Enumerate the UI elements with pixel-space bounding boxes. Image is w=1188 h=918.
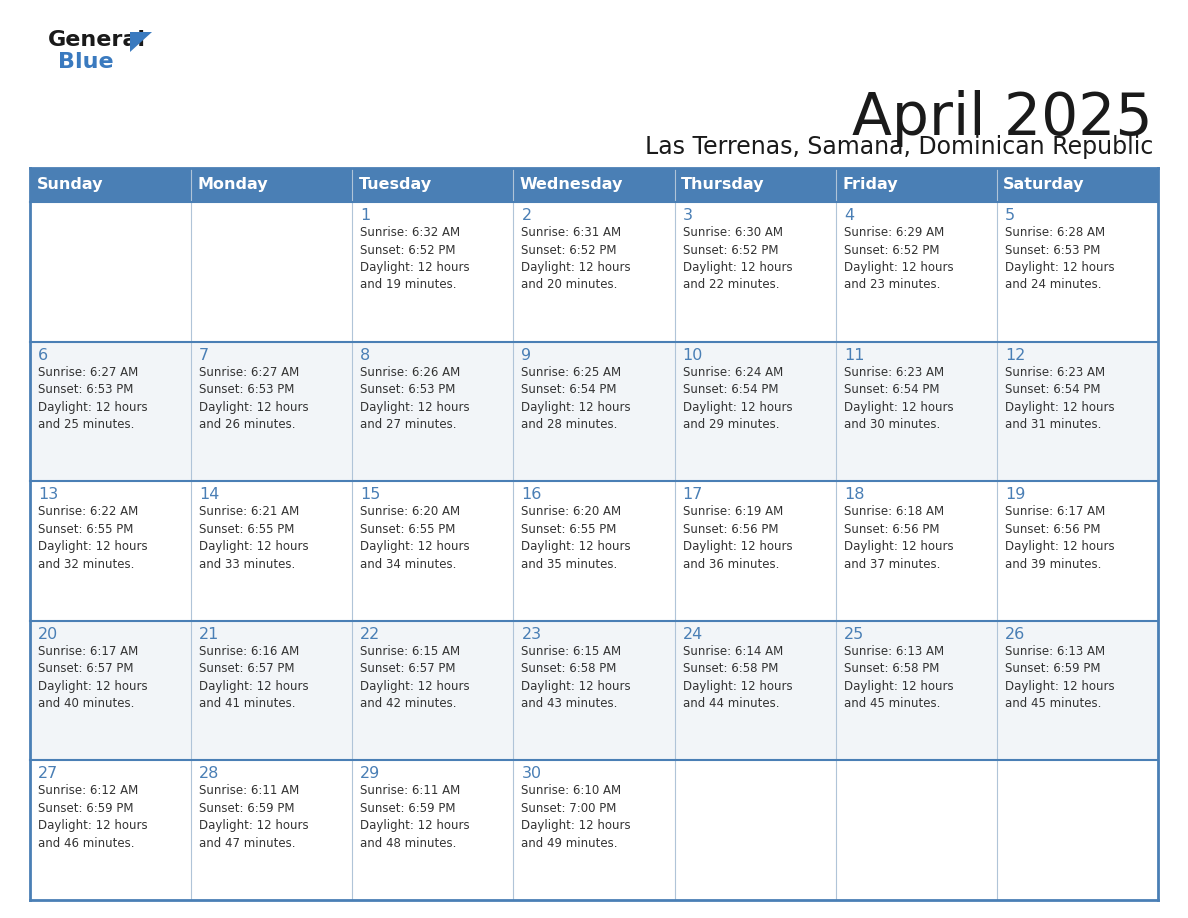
Text: Sunrise: 6:14 AM
Sunset: 6:58 PM
Daylight: 12 hours
and 44 minutes.: Sunrise: 6:14 AM Sunset: 6:58 PM Dayligh… bbox=[683, 644, 792, 711]
Text: Sunrise: 6:21 AM
Sunset: 6:55 PM
Daylight: 12 hours
and 33 minutes.: Sunrise: 6:21 AM Sunset: 6:55 PM Dayligh… bbox=[200, 505, 309, 571]
Text: Sunrise: 6:32 AM
Sunset: 6:52 PM
Daylight: 12 hours
and 19 minutes.: Sunrise: 6:32 AM Sunset: 6:52 PM Dayligh… bbox=[360, 226, 470, 292]
Text: Thursday: Thursday bbox=[681, 177, 765, 193]
Text: Sunrise: 6:17 AM
Sunset: 6:57 PM
Daylight: 12 hours
and 40 minutes.: Sunrise: 6:17 AM Sunset: 6:57 PM Dayligh… bbox=[38, 644, 147, 711]
Text: Sunrise: 6:11 AM
Sunset: 6:59 PM
Daylight: 12 hours
and 48 minutes.: Sunrise: 6:11 AM Sunset: 6:59 PM Dayligh… bbox=[360, 784, 470, 850]
Text: 22: 22 bbox=[360, 627, 380, 642]
Text: Sunrise: 6:31 AM
Sunset: 6:52 PM
Daylight: 12 hours
and 20 minutes.: Sunrise: 6:31 AM Sunset: 6:52 PM Dayligh… bbox=[522, 226, 631, 292]
Text: 18: 18 bbox=[843, 487, 865, 502]
Text: 27: 27 bbox=[38, 767, 58, 781]
Text: Sunrise: 6:20 AM
Sunset: 6:55 PM
Daylight: 12 hours
and 34 minutes.: Sunrise: 6:20 AM Sunset: 6:55 PM Dayligh… bbox=[360, 505, 470, 571]
Text: Sunrise: 6:25 AM
Sunset: 6:54 PM
Daylight: 12 hours
and 28 minutes.: Sunrise: 6:25 AM Sunset: 6:54 PM Dayligh… bbox=[522, 365, 631, 431]
Text: 9: 9 bbox=[522, 348, 531, 363]
Text: 13: 13 bbox=[38, 487, 58, 502]
Text: 19: 19 bbox=[1005, 487, 1025, 502]
Text: Tuesday: Tuesday bbox=[359, 177, 432, 193]
Bar bbox=[675, 168, 835, 202]
Text: Sunrise: 6:13 AM
Sunset: 6:58 PM
Daylight: 12 hours
and 45 minutes.: Sunrise: 6:13 AM Sunset: 6:58 PM Dayligh… bbox=[843, 644, 954, 711]
Text: 15: 15 bbox=[360, 487, 380, 502]
Text: Sunrise: 6:17 AM
Sunset: 6:56 PM
Daylight: 12 hours
and 39 minutes.: Sunrise: 6:17 AM Sunset: 6:56 PM Dayligh… bbox=[1005, 505, 1114, 571]
Text: Sunrise: 6:23 AM
Sunset: 6:54 PM
Daylight: 12 hours
and 30 minutes.: Sunrise: 6:23 AM Sunset: 6:54 PM Dayligh… bbox=[843, 365, 954, 431]
Text: General: General bbox=[48, 30, 146, 50]
Bar bbox=[30, 168, 191, 202]
Bar bbox=[30, 481, 1158, 621]
Text: 7: 7 bbox=[200, 348, 209, 363]
Text: 30: 30 bbox=[522, 767, 542, 781]
Text: April 2025: April 2025 bbox=[852, 90, 1154, 147]
Text: Sunrise: 6:13 AM
Sunset: 6:59 PM
Daylight: 12 hours
and 45 minutes.: Sunrise: 6:13 AM Sunset: 6:59 PM Dayligh… bbox=[1005, 644, 1114, 711]
Text: 14: 14 bbox=[200, 487, 220, 502]
Text: Blue: Blue bbox=[58, 52, 114, 72]
Text: 4: 4 bbox=[843, 208, 854, 223]
Bar bbox=[30, 202, 1158, 341]
Text: Sunrise: 6:30 AM
Sunset: 6:52 PM
Daylight: 12 hours
and 22 minutes.: Sunrise: 6:30 AM Sunset: 6:52 PM Dayligh… bbox=[683, 226, 792, 292]
Text: Las Terrenas, Samana, Dominican Republic: Las Terrenas, Samana, Dominican Republic bbox=[645, 135, 1154, 159]
Text: Saturday: Saturday bbox=[1004, 177, 1085, 193]
Text: 20: 20 bbox=[38, 627, 58, 642]
Text: Sunrise: 6:15 AM
Sunset: 6:57 PM
Daylight: 12 hours
and 42 minutes.: Sunrise: 6:15 AM Sunset: 6:57 PM Dayligh… bbox=[360, 644, 470, 711]
Text: 12: 12 bbox=[1005, 348, 1025, 363]
Text: Sunrise: 6:26 AM
Sunset: 6:53 PM
Daylight: 12 hours
and 27 minutes.: Sunrise: 6:26 AM Sunset: 6:53 PM Dayligh… bbox=[360, 365, 470, 431]
Bar bbox=[997, 168, 1158, 202]
Text: Monday: Monday bbox=[197, 177, 268, 193]
Text: 25: 25 bbox=[843, 627, 864, 642]
Text: 2: 2 bbox=[522, 208, 531, 223]
Text: Sunrise: 6:27 AM
Sunset: 6:53 PM
Daylight: 12 hours
and 25 minutes.: Sunrise: 6:27 AM Sunset: 6:53 PM Dayligh… bbox=[38, 365, 147, 431]
Bar bbox=[353, 168, 513, 202]
Text: 5: 5 bbox=[1005, 208, 1015, 223]
Text: 23: 23 bbox=[522, 627, 542, 642]
Bar bbox=[30, 341, 1158, 481]
Text: 28: 28 bbox=[200, 767, 220, 781]
Text: Sunrise: 6:22 AM
Sunset: 6:55 PM
Daylight: 12 hours
and 32 minutes.: Sunrise: 6:22 AM Sunset: 6:55 PM Dayligh… bbox=[38, 505, 147, 571]
Text: 17: 17 bbox=[683, 487, 703, 502]
Text: 21: 21 bbox=[200, 627, 220, 642]
Text: 26: 26 bbox=[1005, 627, 1025, 642]
Bar bbox=[835, 168, 997, 202]
Text: Sunrise: 6:24 AM
Sunset: 6:54 PM
Daylight: 12 hours
and 29 minutes.: Sunrise: 6:24 AM Sunset: 6:54 PM Dayligh… bbox=[683, 365, 792, 431]
Text: Sunrise: 6:23 AM
Sunset: 6:54 PM
Daylight: 12 hours
and 31 minutes.: Sunrise: 6:23 AM Sunset: 6:54 PM Dayligh… bbox=[1005, 365, 1114, 431]
Text: Sunrise: 6:12 AM
Sunset: 6:59 PM
Daylight: 12 hours
and 46 minutes.: Sunrise: 6:12 AM Sunset: 6:59 PM Dayligh… bbox=[38, 784, 147, 850]
Text: 16: 16 bbox=[522, 487, 542, 502]
Text: 10: 10 bbox=[683, 348, 703, 363]
Text: Sunrise: 6:27 AM
Sunset: 6:53 PM
Daylight: 12 hours
and 26 minutes.: Sunrise: 6:27 AM Sunset: 6:53 PM Dayligh… bbox=[200, 365, 309, 431]
Bar bbox=[513, 168, 675, 202]
Text: Sunrise: 6:15 AM
Sunset: 6:58 PM
Daylight: 12 hours
and 43 minutes.: Sunrise: 6:15 AM Sunset: 6:58 PM Dayligh… bbox=[522, 644, 631, 711]
Bar bbox=[30, 760, 1158, 900]
Text: 24: 24 bbox=[683, 627, 703, 642]
Text: 8: 8 bbox=[360, 348, 371, 363]
Text: Sunrise: 6:20 AM
Sunset: 6:55 PM
Daylight: 12 hours
and 35 minutes.: Sunrise: 6:20 AM Sunset: 6:55 PM Dayligh… bbox=[522, 505, 631, 571]
Text: 1: 1 bbox=[360, 208, 371, 223]
Bar bbox=[191, 168, 353, 202]
Text: Sunrise: 6:10 AM
Sunset: 7:00 PM
Daylight: 12 hours
and 49 minutes.: Sunrise: 6:10 AM Sunset: 7:00 PM Dayligh… bbox=[522, 784, 631, 850]
Text: 11: 11 bbox=[843, 348, 865, 363]
Text: Friday: Friday bbox=[842, 177, 898, 193]
Text: Sunrise: 6:11 AM
Sunset: 6:59 PM
Daylight: 12 hours
and 47 minutes.: Sunrise: 6:11 AM Sunset: 6:59 PM Dayligh… bbox=[200, 784, 309, 850]
Text: Sunrise: 6:18 AM
Sunset: 6:56 PM
Daylight: 12 hours
and 37 minutes.: Sunrise: 6:18 AM Sunset: 6:56 PM Dayligh… bbox=[843, 505, 954, 571]
Text: 29: 29 bbox=[360, 767, 380, 781]
Text: Sunrise: 6:28 AM
Sunset: 6:53 PM
Daylight: 12 hours
and 24 minutes.: Sunrise: 6:28 AM Sunset: 6:53 PM Dayligh… bbox=[1005, 226, 1114, 292]
Text: Sunday: Sunday bbox=[37, 177, 103, 193]
Bar bbox=[30, 621, 1158, 760]
Polygon shape bbox=[129, 32, 152, 52]
Text: Sunrise: 6:29 AM
Sunset: 6:52 PM
Daylight: 12 hours
and 23 minutes.: Sunrise: 6:29 AM Sunset: 6:52 PM Dayligh… bbox=[843, 226, 954, 292]
Text: Wednesday: Wednesday bbox=[520, 177, 624, 193]
Text: 3: 3 bbox=[683, 208, 693, 223]
Text: 6: 6 bbox=[38, 348, 49, 363]
Text: Sunrise: 6:19 AM
Sunset: 6:56 PM
Daylight: 12 hours
and 36 minutes.: Sunrise: 6:19 AM Sunset: 6:56 PM Dayligh… bbox=[683, 505, 792, 571]
Text: Sunrise: 6:16 AM
Sunset: 6:57 PM
Daylight: 12 hours
and 41 minutes.: Sunrise: 6:16 AM Sunset: 6:57 PM Dayligh… bbox=[200, 644, 309, 711]
